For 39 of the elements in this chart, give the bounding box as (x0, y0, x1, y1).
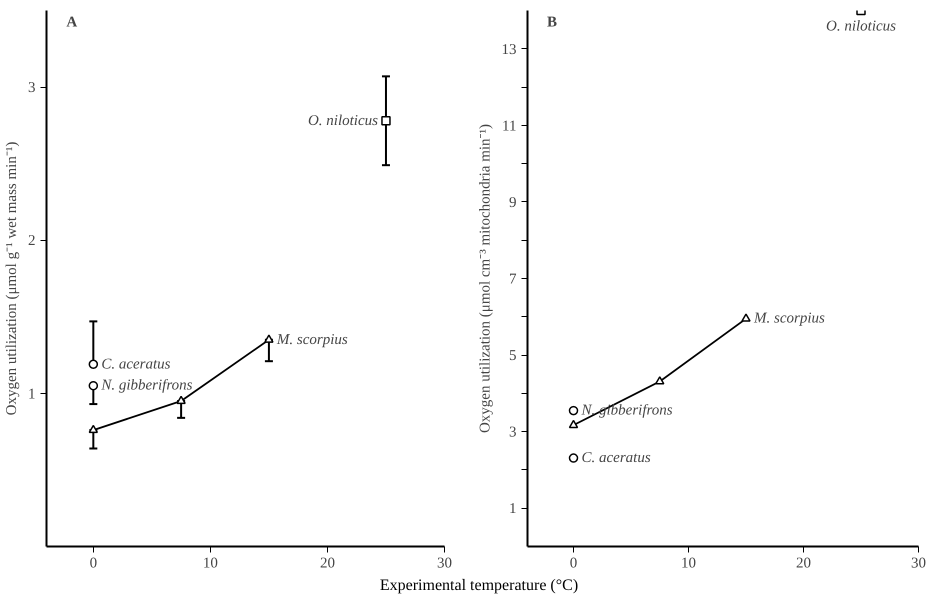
series-label: C. aceratus (101, 356, 171, 372)
chart-title: B (547, 14, 558, 30)
point (381, 116, 391, 126)
y-tick-label: 1 (509, 501, 516, 518)
x-tick-label: 20 (320, 556, 335, 572)
x-tick-label: 30 (911, 556, 926, 572)
y-tick-label: 3 (509, 424, 516, 441)
y-tick-label: 5 (509, 348, 516, 364)
series-label: M. scorpius (753, 310, 825, 327)
series-label: N. gibberifrons (100, 378, 193, 394)
series-label: O. niloticus (308, 112, 378, 129)
point (741, 313, 751, 322)
x-tick-label: 0 (90, 556, 98, 572)
y-tick-label: 3 (28, 80, 36, 96)
y-tick-label: 9 (509, 194, 516, 211)
series-label: O. niloticus (826, 18, 896, 34)
point (88, 380, 98, 390)
point (655, 376, 664, 385)
x-tick-label: 30 (437, 556, 452, 572)
series-label: M. scorpius (276, 332, 348, 348)
x-tick-label: 0 (570, 556, 578, 572)
x-tick-label: 20 (796, 556, 811, 572)
y-axis-title: Oxygen utilization (μmol g⁻¹ wet mass min⁻¹) (4, 142, 20, 416)
x-axis-title: Experimental temperature (°C) (380, 576, 578, 596)
y-tick-label: 7 (509, 272, 517, 288)
y-axis-title: Oxygen utilization (μmol cm⁻³ mitochondria min⁻¹) (478, 124, 494, 434)
point (88, 360, 98, 369)
x-tick-label: 10 (202, 556, 218, 572)
x-tick-label: 10 (681, 556, 696, 572)
point (568, 420, 578, 428)
y-tick-label: 1 (28, 386, 36, 402)
y-tick-label: 13 (502, 42, 516, 58)
y-tick-label: 2 (28, 233, 36, 250)
series-label: C. aceratus (582, 450, 651, 466)
chart-title: A (66, 14, 78, 30)
series-label: N. gibberifrons (580, 402, 673, 419)
point (568, 406, 578, 416)
point (568, 453, 578, 463)
y-tick-label: 11 (502, 118, 517, 134)
